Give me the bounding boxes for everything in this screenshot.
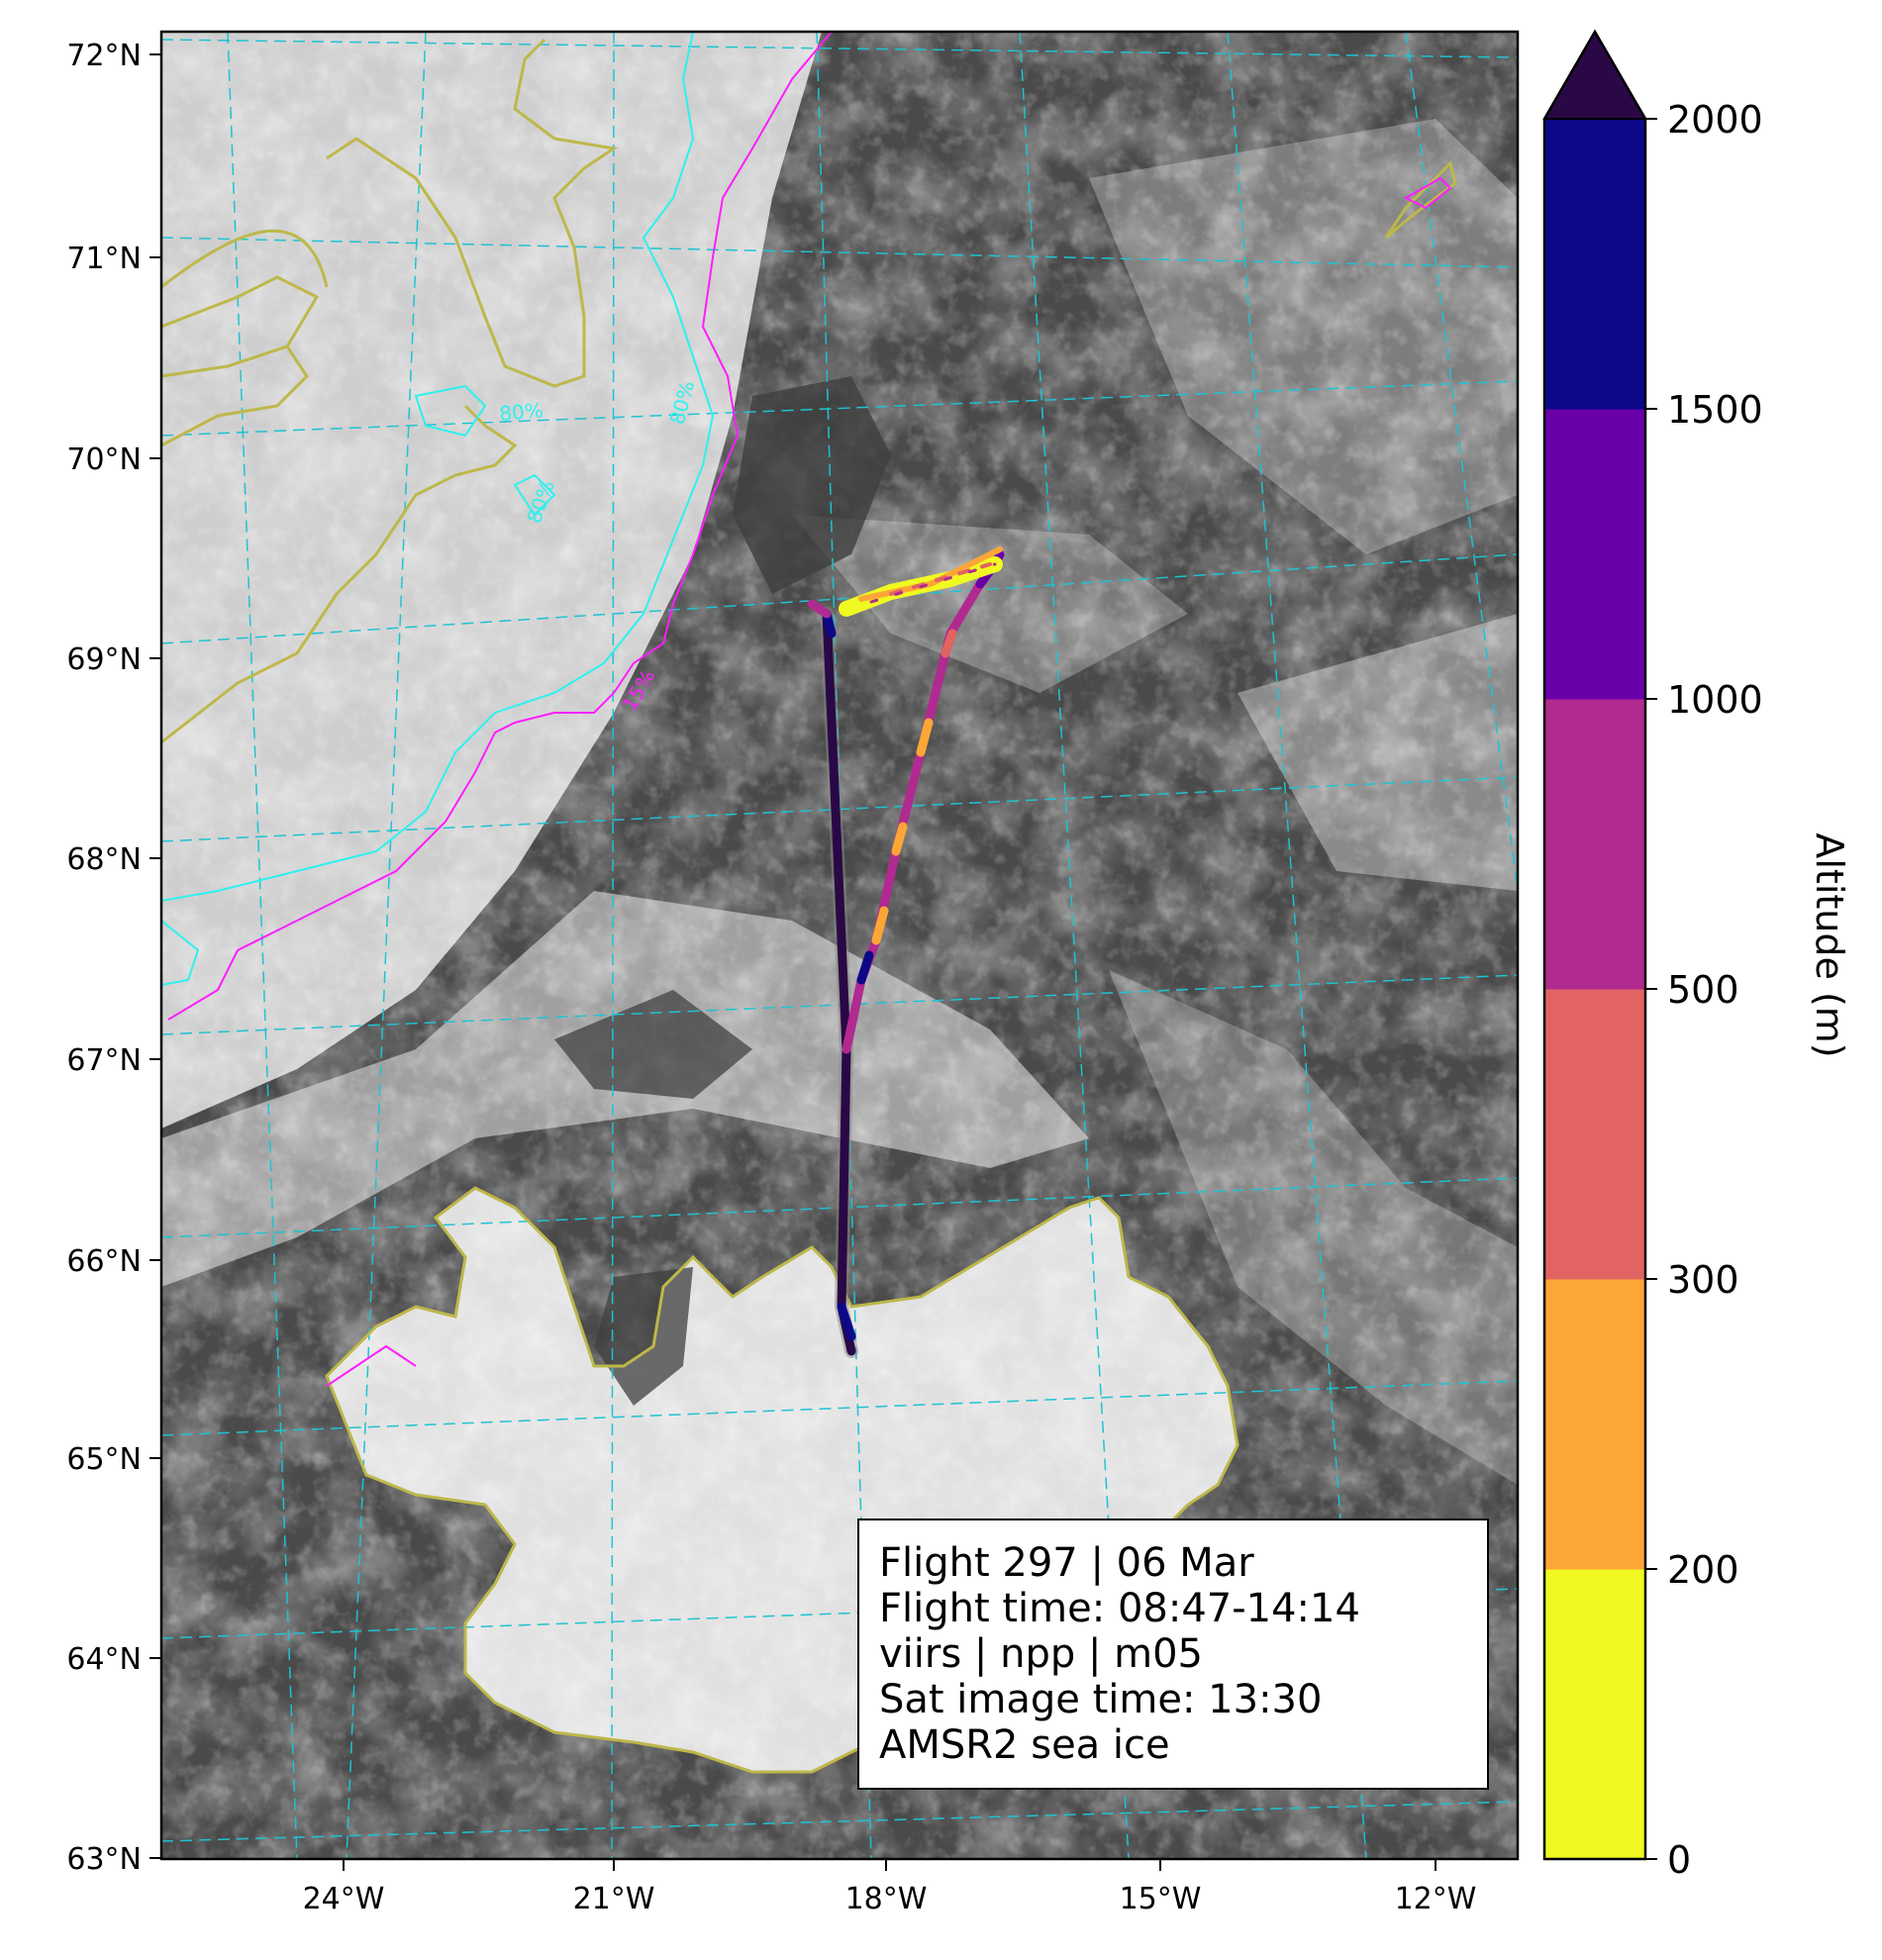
satellite-image-time: Sat image time: 13:30 (879, 1677, 1323, 1722)
satellite-instrument: viirs | npp | m05 (879, 1631, 1203, 1677)
flight-time: Flight time: 08:47-14:14 (879, 1586, 1360, 1631)
latitude-labels: 72°N 71°N 70°N 69°N 68°N 67°N 66°N 65°N … (66, 39, 161, 1877)
lat-label-71: 71°N (66, 242, 142, 276)
colorbar-tick-label: 1500 (1667, 388, 1763, 432)
sea-ice-80-contour (161, 32, 715, 986)
colorbar-extend-triangle (1542, 30, 1647, 120)
lon-label-21w: 21°W (573, 1882, 655, 1916)
lat-label-64: 64°N (66, 1642, 142, 1677)
map-frame (159, 30, 1520, 1861)
colorbar-segment (1544, 1569, 1645, 1860)
sea-ice-source: AMSR2 sea ice (879, 1722, 1170, 1768)
colorbar-tick-label: 1000 (1667, 678, 1763, 722)
lat-label-66: 66°N (66, 1244, 142, 1279)
colorbar-segment (1544, 989, 1645, 1280)
colorbar-tick-label: 0 (1667, 1838, 1691, 1882)
colorbar-tick-label: 200 (1667, 1548, 1739, 1592)
contour-label-80-a: 80% (498, 398, 544, 426)
colorbar-tick-label: 2000 (1667, 98, 1763, 142)
lat-label-63: 63°N (66, 1842, 142, 1877)
longitude-labels: 24°W 21°W 18°W 15°W 12°W (303, 1859, 1477, 1916)
lat-label-70: 70°N (66, 442, 142, 477)
lat-label-72: 72°N (66, 39, 142, 73)
colorbar-segment (1544, 409, 1645, 700)
lat-label-67: 67°N (66, 1043, 142, 1078)
colorbar-segments (1544, 119, 1645, 1860)
lon-label-15w: 15°W (1120, 1882, 1202, 1916)
lon-label-24w: 24°W (303, 1882, 385, 1916)
colorbar-tick-label: 300 (1667, 1258, 1739, 1302)
flight-track (807, 546, 1005, 1358)
flight-number-date: Flight 297 | 06 Mar (879, 1540, 1254, 1586)
colorbar-segment (1544, 1279, 1645, 1570)
colorbar-ticks: 0 200 300 500 1000 1500 2000 (1645, 98, 1763, 1882)
flight-info-box: Flight 297 | 06 Mar Flight time: 08:47-1… (857, 1519, 1489, 1790)
colorbar-segment (1544, 119, 1645, 410)
coastline (161, 38, 1457, 1774)
sea-ice-15-contour (167, 32, 1452, 1387)
lon-label-18w: 18°W (845, 1882, 928, 1916)
lat-label-65: 65°N (66, 1442, 142, 1477)
lat-label-68: 68°N (66, 842, 142, 877)
colorbar: 0 200 300 500 1000 1500 2000 Altitude (m) (1542, 29, 1851, 1882)
lat-label-69: 69°N (66, 642, 142, 677)
colorbar-axis-label: Altitude (m) (1808, 833, 1851, 1057)
colorbar-tick-label: 500 (1667, 968, 1739, 1012)
colorbar-segment (1544, 699, 1645, 990)
lon-label-12w: 12°W (1395, 1882, 1477, 1916)
